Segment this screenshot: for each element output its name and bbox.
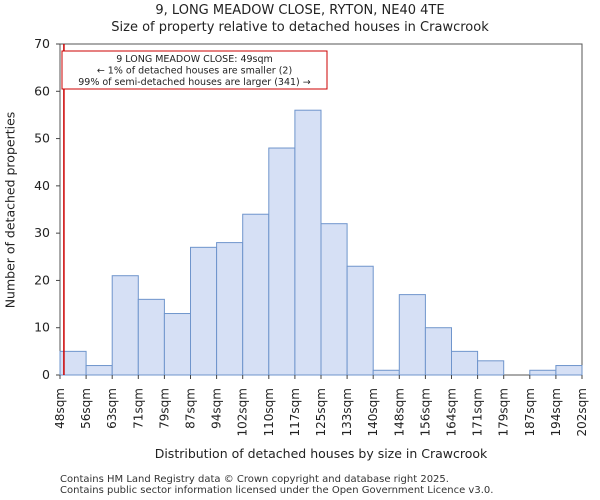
- bar: [137, 298, 165, 376]
- bar: [477, 360, 505, 376]
- y-tick-label: 40: [34, 178, 50, 193]
- annotation-text: 99% of semi-detached houses are larger (…: [78, 77, 311, 88]
- y-axis-label: Number of detached properties: [2, 111, 18, 309]
- bar: [85, 365, 113, 376]
- y-tick-label: 0: [42, 367, 50, 382]
- y-tick-label: 60: [34, 83, 50, 98]
- y-tick-label: 20: [34, 272, 50, 287]
- x-tick-label: 63sqm: [105, 388, 119, 429]
- x-tick-label: 79sqm: [157, 388, 171, 429]
- x-tick-label: 117sqm: [288, 388, 302, 436]
- x-tick-label: 125sqm: [314, 388, 328, 436]
- annotation-box: [61, 50, 328, 90]
- bar: [111, 275, 139, 376]
- bar: [529, 369, 557, 376]
- y-tick-label: 50: [34, 131, 50, 146]
- x-tick-label: 202sqm: [575, 388, 589, 436]
- footer-line-1: Contains HM Land Registry data © Crown c…: [60, 474, 449, 485]
- bar: [424, 327, 452, 376]
- annotation-text: ← 1% of detached houses are smaller (2): [97, 66, 292, 77]
- x-tick-label: 48sqm: [53, 388, 67, 429]
- annotation-text: 9 LONG MEADOW CLOSE: 49sqm: [116, 54, 273, 65]
- bar: [59, 350, 87, 376]
- x-tick-label: 164sqm: [445, 388, 459, 436]
- x-tick-label: 133sqm: [340, 388, 354, 436]
- y-tick-label: 70: [34, 36, 50, 51]
- x-tick-label: 94sqm: [210, 388, 224, 429]
- x-tick-label: 194sqm: [549, 388, 563, 436]
- bar: [190, 246, 218, 376]
- x-tick-label: 102sqm: [236, 388, 250, 436]
- x-tick-label: 179sqm: [497, 388, 511, 436]
- bar: [242, 213, 270, 376]
- bar: [320, 223, 348, 376]
- x-tick-label: 56sqm: [79, 388, 93, 429]
- bar: [372, 369, 400, 376]
- y-tick-label: 10: [34, 320, 50, 335]
- x-tick-label: 187sqm: [523, 388, 537, 436]
- x-tick-label: 140sqm: [366, 388, 380, 436]
- bar: [451, 350, 479, 376]
- x-tick-label: 110sqm: [262, 388, 276, 436]
- x-tick-label: 156sqm: [418, 388, 432, 436]
- bar: [268, 147, 296, 376]
- chart-title: 9, LONG MEADOW CLOSE, RYTON, NE40 4TE: [155, 3, 445, 18]
- x-tick-label: 71sqm: [131, 388, 145, 429]
- x-axis-label: Distribution of detached houses by size …: [154, 446, 488, 461]
- bar: [163, 313, 191, 376]
- bar: [294, 109, 322, 376]
- chart-subtitle: Size of property relative to detached ho…: [111, 20, 489, 35]
- bar: [555, 365, 583, 376]
- footer-line-2: Contains public sector information licen…: [60, 485, 494, 496]
- x-tick-label: 148sqm: [392, 388, 406, 436]
- bar: [346, 265, 374, 376]
- bar: [216, 242, 244, 376]
- bar: [398, 294, 426, 376]
- x-tick-label: 87sqm: [184, 388, 198, 429]
- y-tick-label: 30: [34, 225, 50, 240]
- x-tick-label: 171sqm: [471, 388, 485, 436]
